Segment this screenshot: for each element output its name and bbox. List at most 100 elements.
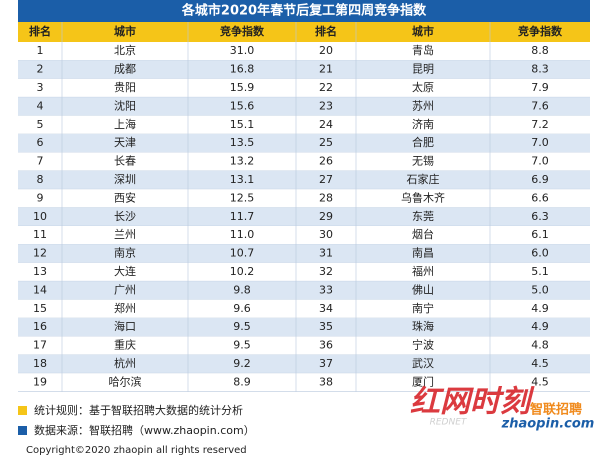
table-cell: 苏州 — [412, 99, 434, 112]
table-cell: 13.1 — [230, 173, 255, 186]
table-cell: 8.3 — [531, 63, 549, 76]
table-cell: 15.1 — [230, 118, 255, 131]
table-cell: 10.7 — [230, 247, 255, 260]
table-cell: 厦门 — [412, 374, 434, 388]
table-cell: 成都 — [114, 63, 136, 76]
table-row — [18, 318, 590, 337]
table-cell: 11.0 — [230, 228, 255, 241]
table-cell: 武汉 — [412, 357, 434, 370]
table-cell: 6.9 — [531, 173, 549, 186]
table-cell: 4 — [37, 99, 44, 112]
table-cell: 太原 — [412, 81, 434, 94]
table-row — [18, 134, 590, 153]
table-cell: 30 — [319, 228, 333, 241]
table-cell: 杭州 — [114, 356, 136, 370]
table-cell: 6.3 — [531, 210, 549, 223]
table-row — [18, 244, 590, 263]
copyright: Copyright©2020 zhaopin all rights reserv… — [26, 445, 247, 456]
note-marker — [18, 426, 27, 435]
table-cell: 4.9 — [531, 302, 549, 315]
table-cell: 2 — [37, 63, 44, 76]
table-cell: 青岛 — [412, 43, 434, 57]
table-cell: 9.8 — [233, 283, 251, 296]
table-row — [18, 262, 590, 282]
table-cell: 16 — [33, 320, 47, 333]
table-cell: 长春 — [114, 155, 136, 168]
table-cell: 兰州 — [114, 228, 136, 241]
table-cell: 20 — [319, 44, 333, 57]
table-cell: 珠海 — [412, 319, 434, 333]
table-cell: 郑州 — [114, 301, 136, 315]
logo: zhaopin.com — [501, 417, 595, 432]
table-cell: 福州 — [412, 264, 434, 278]
table-cell: 12 — [33, 247, 47, 260]
table-cell: 16.8 — [230, 63, 255, 76]
table-cell: 9.5 — [233, 320, 251, 333]
table-cell: 13 — [33, 265, 47, 278]
table-cell: 4.9 — [531, 320, 549, 333]
table-cell: 东莞 — [412, 210, 434, 223]
table-row — [18, 207, 590, 226]
table-cell: 7.0 — [531, 155, 549, 168]
table-cell: 25 — [319, 136, 333, 149]
table-row — [18, 299, 590, 318]
table-cell: 上海 — [114, 117, 136, 131]
table-row — [18, 170, 590, 190]
logo: REDNET — [430, 418, 468, 428]
table-cell: 北京 — [114, 43, 136, 57]
table-cell: 沈阳 — [114, 98, 136, 112]
header-cell: 城市 — [412, 24, 434, 38]
note: 数据来源：智联招聘（www.zhaopin.com） — [34, 423, 255, 437]
table-cell: 乌鲁木齐 — [401, 190, 445, 204]
logo: 智联招聘 — [530, 402, 582, 418]
table-cell: 大连 — [114, 264, 136, 278]
table-row — [18, 226, 590, 245]
table-cell: 29 — [319, 210, 333, 223]
table-cell: 海口 — [114, 319, 136, 333]
header-cell: 竞争指数 — [220, 24, 265, 38]
table-cell: 35 — [319, 320, 333, 333]
table-cell: 15.6 — [230, 99, 255, 112]
table-cell: 31 — [319, 247, 333, 260]
table-cell: 7.6 — [531, 99, 549, 112]
table-cell: 无锡 — [412, 154, 434, 168]
table-cell: 13.5 — [230, 136, 255, 149]
table-cell: 23 — [319, 99, 333, 112]
table-cell: 广州 — [114, 283, 136, 296]
table-cell: 9.5 — [233, 339, 251, 352]
table-cell: 南昌 — [412, 247, 434, 260]
table-cell: 22 — [319, 81, 333, 94]
table-row — [18, 189, 590, 208]
table-row — [18, 42, 590, 61]
table-cell: 佛山 — [412, 283, 434, 296]
table-cell: 1 — [37, 44, 44, 57]
note: 统计规则：基于智联招聘大数据的统计分析 — [34, 403, 243, 417]
header-cell: 城市 — [114, 24, 136, 38]
table-cell: 24 — [319, 118, 333, 131]
table-cell: 36 — [319, 339, 333, 352]
table-cell: 38 — [319, 375, 333, 388]
table-cell: 28 — [319, 191, 333, 204]
table-cell: 10.2 — [230, 265, 255, 278]
table-row — [18, 336, 590, 355]
table-cell: 19 — [33, 375, 47, 388]
table-cell: 4.5 — [531, 375, 549, 388]
table-cell: 8.9 — [233, 375, 251, 388]
table-cell: 7 — [37, 155, 44, 168]
table-row — [18, 78, 590, 98]
title-bar — [18, 0, 590, 22]
table-row — [18, 60, 590, 79]
header-cell: 排名 — [29, 24, 51, 38]
logo: 红网时刻 — [410, 385, 535, 420]
table-cell: 9 — [37, 191, 44, 204]
table-cell: 17 — [33, 339, 47, 352]
table-cell: 天津 — [114, 136, 136, 149]
table-cell: 11.7 — [230, 210, 255, 223]
table-cell: 11 — [33, 228, 47, 241]
table-cell: 27 — [319, 173, 333, 186]
table-cell: 4.5 — [531, 357, 549, 370]
table-cell: 15 — [33, 302, 47, 315]
table-cell: 5.0 — [531, 283, 549, 296]
table-cell: 32 — [319, 265, 333, 278]
